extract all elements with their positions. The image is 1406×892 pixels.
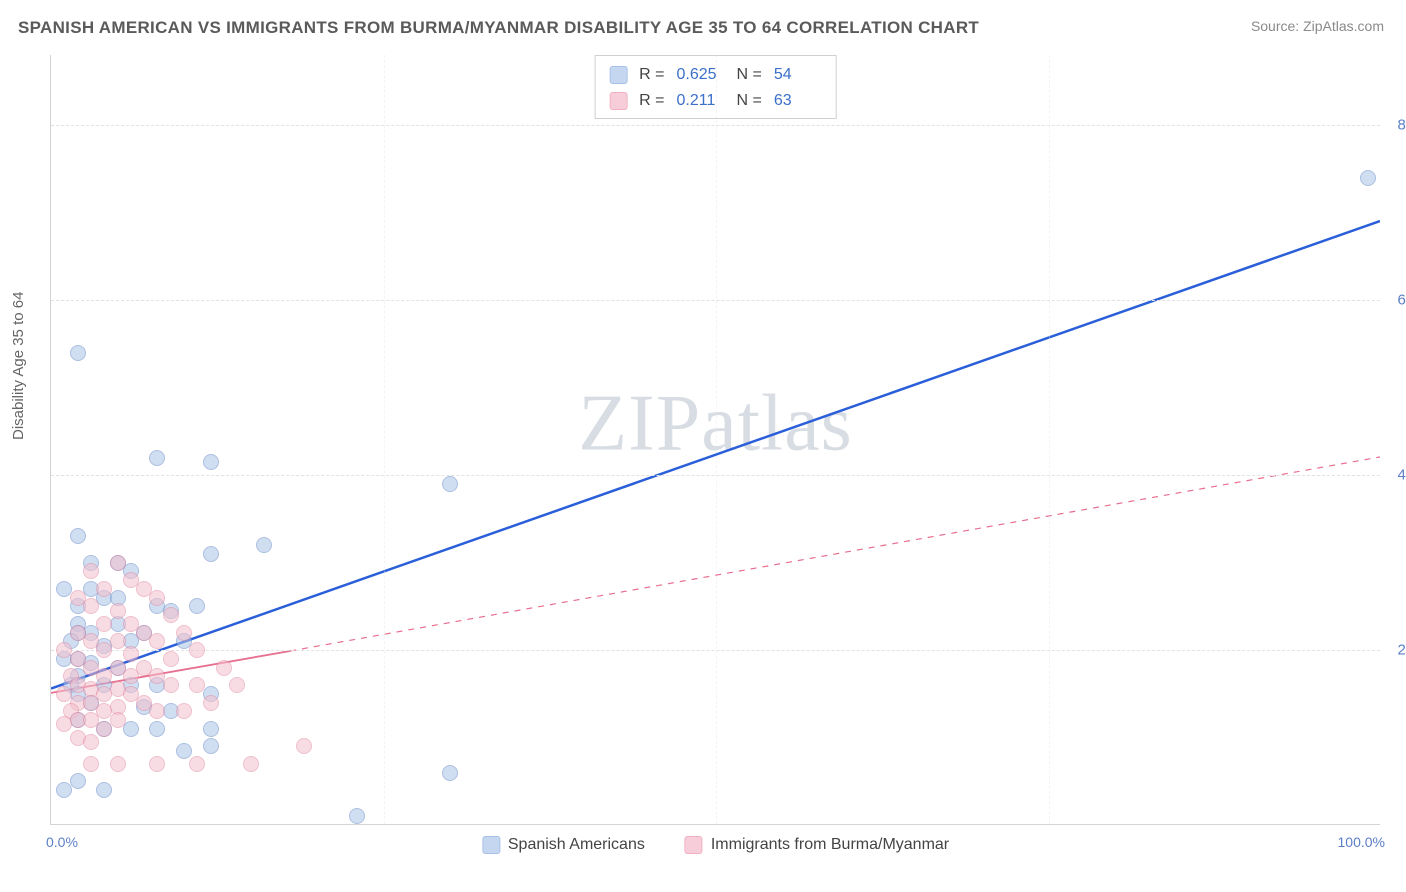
stat-r-label: R =: [639, 66, 664, 84]
scatter-point: [176, 743, 192, 759]
swatch-blue: [482, 836, 500, 854]
scatter-point: [110, 555, 126, 571]
y-tick-label: 60.0%: [1390, 292, 1406, 309]
scatter-point: [149, 633, 165, 649]
scatter-point: [96, 616, 112, 632]
legend-label: Spanish Americans: [508, 836, 645, 854]
scatter-point: [296, 738, 312, 754]
scatter-point: [96, 581, 112, 597]
scatter-point: [56, 782, 72, 798]
scatter-point: [83, 563, 99, 579]
y-tick-label: 40.0%: [1390, 467, 1406, 484]
x-tick-label: 100.0%: [1338, 834, 1385, 850]
scatter-point: [123, 668, 139, 684]
scatter-point: [149, 590, 165, 606]
scatter-point: [189, 642, 205, 658]
plot-area: ZIPatlas R = 0.625 N = 54 R = 0.211 N = …: [50, 55, 1380, 825]
scatter-point: [149, 756, 165, 772]
y-axis-label: Disability Age 35 to 64: [10, 292, 27, 440]
y-tick-label: 20.0%: [1390, 642, 1406, 659]
scatter-point: [176, 703, 192, 719]
x-tick-label: 0.0%: [46, 834, 78, 850]
scatter-point: [83, 734, 99, 750]
swatch-pink: [609, 92, 627, 110]
scatter-point: [149, 721, 165, 737]
scatter-point: [203, 546, 219, 562]
stat-r-value: 0.625: [677, 66, 725, 84]
scatter-point: [189, 756, 205, 772]
scatter-point: [96, 668, 112, 684]
scatter-point: [243, 756, 259, 772]
scatter-point: [349, 808, 365, 824]
scatter-point: [189, 598, 205, 614]
scatter-point: [83, 756, 99, 772]
scatter-point: [123, 646, 139, 662]
scatter-point: [176, 625, 192, 641]
scatter-point: [70, 345, 86, 361]
chart-title: SPANISH AMERICAN VS IMMIGRANTS FROM BURM…: [18, 18, 979, 38]
stat-r-value: 0.211: [677, 92, 725, 110]
scatter-point: [110, 603, 126, 619]
scatter-point: [216, 660, 232, 676]
scatter-point: [203, 454, 219, 470]
scatter-point: [203, 695, 219, 711]
swatch-pink: [685, 836, 703, 854]
scatter-point: [96, 782, 112, 798]
stat-n-label: N =: [737, 92, 762, 110]
gridline-v: [1049, 55, 1050, 824]
scatter-point: [123, 721, 139, 737]
scatter-point: [1360, 170, 1376, 186]
source-label: Source: ZipAtlas.com: [1251, 18, 1384, 34]
scatter-point: [96, 721, 112, 737]
stat-r-label: R =: [639, 92, 664, 110]
scatter-point: [56, 716, 72, 732]
scatter-point: [442, 476, 458, 492]
scatter-point: [110, 756, 126, 772]
scatter-point: [203, 721, 219, 737]
scatter-point: [163, 607, 179, 623]
scatter-point: [163, 677, 179, 693]
scatter-point: [189, 677, 205, 693]
legend-item: Spanish Americans: [482, 836, 645, 854]
scatter-point: [229, 677, 245, 693]
bottom-legend: Spanish Americans Immigrants from Burma/…: [482, 836, 949, 854]
scatter-point: [70, 528, 86, 544]
stat-n-value: 54: [774, 66, 822, 84]
legend-item: Immigrants from Burma/Myanmar: [685, 836, 949, 854]
scatter-point: [149, 703, 165, 719]
scatter-point: [203, 738, 219, 754]
scatter-point: [163, 651, 179, 667]
stat-n-value: 63: [774, 92, 822, 110]
gridline-v: [716, 55, 717, 824]
scatter-point: [442, 765, 458, 781]
scatter-point: [96, 642, 112, 658]
scatter-point: [149, 450, 165, 466]
stat-n-label: N =: [737, 66, 762, 84]
legend-label: Immigrants from Burma/Myanmar: [711, 836, 949, 854]
gridline-v: [384, 55, 385, 824]
scatter-point: [83, 598, 99, 614]
y-tick-label: 80.0%: [1390, 117, 1406, 134]
swatch-blue: [609, 66, 627, 84]
scatter-point: [256, 537, 272, 553]
